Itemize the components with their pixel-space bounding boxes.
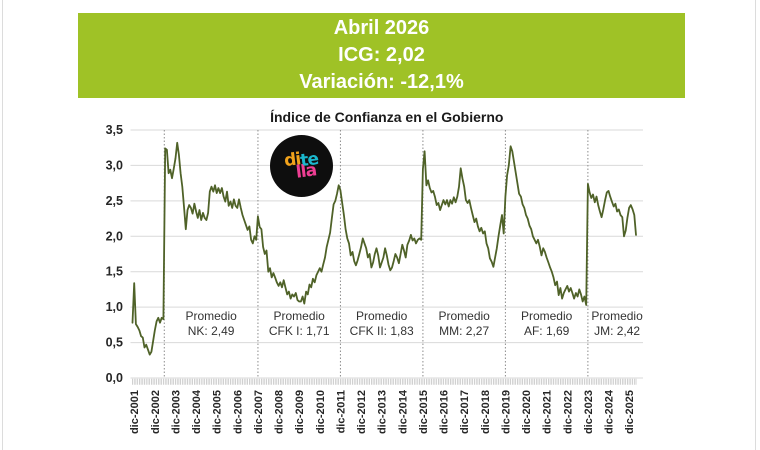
x-tick-label: dic-2013 (377, 390, 389, 434)
x-tick-label: dic-2003 (170, 390, 182, 434)
summary-banner: Abril 2026 ICG: 2,02 Variación: -12,1% (78, 13, 685, 98)
x-tick-label: dic-2025 (624, 390, 636, 434)
x-tick-label: dic-2001 (129, 390, 141, 434)
banner-variation: Variación: -12,1% (299, 71, 464, 93)
x-tick-label: dic-2016 (439, 390, 451, 434)
x-tick-label: dic-2011 (335, 390, 347, 433)
x-tick-label: dic-2005 (212, 390, 224, 434)
period-average-value: MM: 2,27 (439, 324, 489, 338)
x-axis-tick-strip (132, 378, 637, 385)
x-tick-label: dic-2024 (604, 389, 616, 434)
x-tick-label: dic-2022 (562, 390, 574, 434)
period-average-label: Promedio (591, 309, 643, 323)
x-tick-label: dic-2012 (356, 390, 368, 434)
logo-te: te (298, 149, 319, 172)
logo-row-top: dite (283, 149, 319, 171)
period-average-label: Promedio (274, 309, 326, 323)
x-tick-label: dic-2018 (480, 390, 492, 434)
period-average-label: Promedio (356, 309, 408, 323)
period-average-value: CFK I: 1,71 (269, 324, 330, 338)
y-tick-label: 1,0 (106, 300, 123, 314)
banner-icg-value: ICG: 2,02 (338, 44, 425, 66)
y-tick-label: 3,0 (106, 158, 123, 172)
y-tick-label: 0,5 (106, 336, 123, 350)
banner-month: Abril 2026 (333, 17, 430, 39)
right-edge-line (755, 0, 756, 450)
x-tick-label: dic-2015 (418, 390, 430, 434)
period-average-label: Promedio (185, 309, 237, 323)
x-tick-label: dic-2007 (253, 390, 265, 434)
period-average-value: AF: 1,69 (524, 324, 570, 338)
x-tick-label: dic-2019 (500, 390, 512, 434)
icg-series-line (131, 141, 637, 356)
x-tick-label: dic-2009 (294, 390, 306, 434)
ditella-logo-text: dite lla (283, 149, 320, 183)
chart-title: Índice de Confianza en el Gobierno (270, 109, 503, 125)
x-tick-label: dic-2004 (191, 389, 203, 434)
x-tick-label: dic-2021 (542, 390, 554, 434)
y-tick-label: 3,5 (106, 123, 123, 137)
y-tick-label: 1,5 (106, 265, 123, 279)
y-tick-label: 2,5 (106, 194, 123, 208)
x-tick-label: dic-2010 (315, 390, 327, 434)
x-tick-label: dic-2006 (232, 390, 244, 434)
left-edge-line (2, 0, 3, 450)
period-average-label: Promedio (438, 309, 490, 323)
period-average-value: CFK II: 1,83 (350, 324, 414, 338)
ditella-logo: dite lla (270, 135, 333, 197)
period-average-value: JM: 2,42 (594, 324, 640, 338)
period-average-label: Promedio (521, 309, 573, 323)
x-tick-label: dic-2014 (397, 389, 409, 434)
y-tick-label: 2,0 (106, 229, 123, 243)
x-tick-label: dic-2008 (274, 390, 286, 434)
y-tick-label: 0,0 (106, 371, 123, 385)
x-tick-label: dic-2002 (150, 390, 162, 434)
period-average-value: NK: 2,49 (188, 324, 235, 338)
x-tick-label: dic-2023 (583, 390, 595, 434)
x-tick-label: dic-2017 (459, 390, 471, 434)
x-tick-label: dic-2020 (521, 390, 533, 434)
